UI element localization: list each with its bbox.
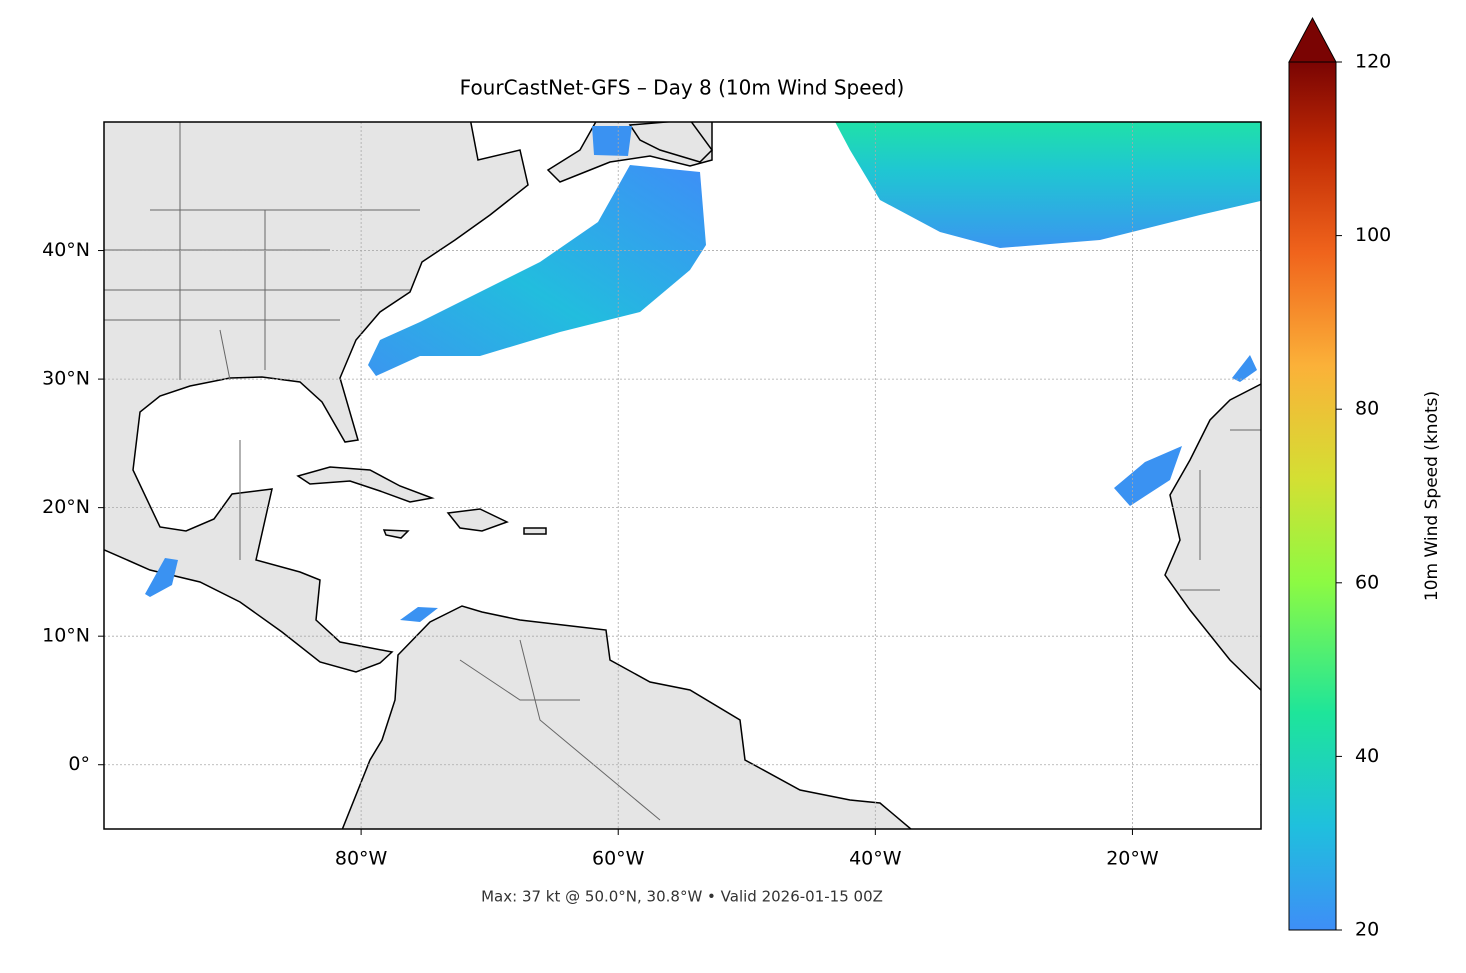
map-area	[104, 122, 1261, 829]
africa	[1164, 383, 1261, 692]
state-borders	[104, 122, 1261, 821]
y-tick-label: 10°N	[42, 625, 90, 647]
wind-swath	[368, 165, 706, 376]
colorbar-tick-label: 60	[1355, 571, 1379, 593]
colorbar-label: 10m Wind Speed (knots)	[1422, 391, 1442, 601]
hispaniola	[446, 508, 509, 532]
x-tick-label: 60°W	[592, 848, 645, 870]
y-tick-label: 20°N	[42, 496, 90, 518]
x-tick-label: 40°W	[849, 848, 902, 870]
newfoundland	[628, 122, 713, 163]
colorbar-tick-label: 20	[1355, 919, 1379, 941]
y-tick-label: 0°	[68, 753, 90, 775]
map-title: FourCastNet-GFS – Day 8 (10m Wind Speed)	[460, 76, 905, 100]
colorbar-tick-label: 100	[1355, 224, 1391, 246]
colorbar: 10m Wind Speed (knots) 20 40 60 80 100 120	[1288, 16, 1442, 941]
colorbar-tick-label: 120	[1355, 51, 1391, 73]
colorbar-tick-label: 40	[1355, 745, 1379, 767]
wind-swath	[835, 122, 1261, 248]
colorbar-extend	[1288, 16, 1337, 63]
graticule	[104, 122, 1261, 829]
south-america	[341, 605, 913, 829]
caption: Max: 37 kt @ 50.0°N, 30.8°W • Valid 2026…	[481, 888, 883, 906]
jamaica	[382, 529, 410, 539]
cuba	[296, 466, 435, 503]
map-frame	[103, 121, 1262, 830]
north-america	[104, 122, 529, 673]
x-tick-label: 20°W	[1106, 848, 1159, 870]
y-tick-label: 40°N	[42, 239, 90, 261]
map-axes: 80°W 60°W 40°W 20°W 0° 10°N 20°N 30°N 40°N	[42, 239, 1159, 869]
y-tick-label: 30°N	[42, 368, 90, 390]
colorbar-tick-label: 80	[1355, 398, 1379, 420]
colorbar-ramp	[1288, 61, 1337, 931]
puerto-rico	[523, 527, 547, 535]
x-tick-label: 80°W	[335, 848, 388, 870]
